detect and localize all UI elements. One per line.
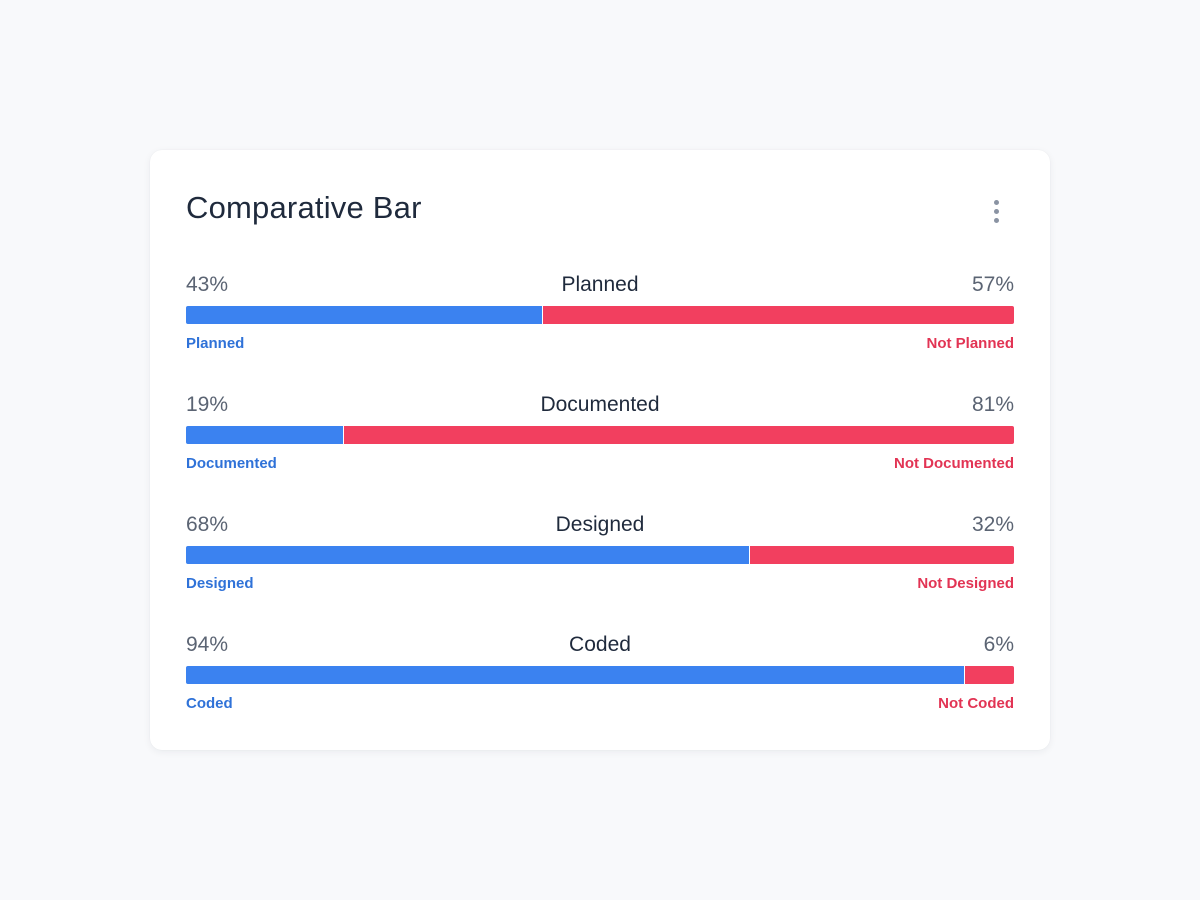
card-title: Comparative Bar xyxy=(186,190,422,225)
row-title: Documented xyxy=(540,393,660,416)
more-vertical-icon xyxy=(993,199,999,205)
more-options-button[interactable] xyxy=(982,194,1010,228)
comparative-bar xyxy=(186,426,1014,444)
negative-segment[interactable] xyxy=(343,426,1014,444)
row-title: Designed xyxy=(555,513,645,536)
negative-series-label: Not Planned xyxy=(926,335,1014,352)
negative-segment[interactable] xyxy=(542,306,1014,324)
positive-series-label: Documented xyxy=(186,455,277,472)
row-title: Planned xyxy=(561,273,639,296)
row-title: Coded xyxy=(569,633,631,656)
bar-row: 19% Documented 81% Documented Not Docume… xyxy=(186,390,1014,510)
negative-series-label: Not Designed xyxy=(917,575,1014,592)
comparative-bar-card: Comparative Bar 43% Planned 57% Planned … xyxy=(150,150,1050,750)
right-percent-label: 57% xyxy=(971,273,1014,296)
positive-segment[interactable] xyxy=(186,546,750,564)
positive-segment[interactable] xyxy=(186,306,543,324)
positive-segment[interactable] xyxy=(186,426,344,444)
comparative-bar-chart: 43% Planned 57% Planned Not Planned 19% … xyxy=(186,270,1014,750)
bar-row: 68% Designed 32% Designed Not Designed xyxy=(186,510,1014,630)
negative-series-label: Not Coded xyxy=(938,695,1014,712)
right-percent-label: 81% xyxy=(971,393,1014,416)
left-percent-label: 94% xyxy=(186,633,229,656)
left-percent-label: 68% xyxy=(186,513,229,536)
more-vertical-icon xyxy=(993,208,999,214)
right-percent-label: 32% xyxy=(971,513,1014,536)
positive-segment[interactable] xyxy=(186,666,965,684)
negative-segment[interactable] xyxy=(749,546,1014,564)
right-percent-label: 6% xyxy=(983,633,1014,656)
left-percent-label: 43% xyxy=(186,273,229,296)
more-vertical-icon xyxy=(993,217,999,223)
comparative-bar xyxy=(186,306,1014,324)
positive-series-label: Coded xyxy=(186,695,233,712)
bar-row: 94% Coded 6% Coded Not Coded xyxy=(186,630,1014,750)
negative-segment[interactable] xyxy=(964,666,1014,684)
negative-series-label: Not Documented xyxy=(894,455,1014,472)
positive-series-label: Designed xyxy=(186,575,254,592)
positive-series-label: Planned xyxy=(186,335,245,352)
comparative-bar xyxy=(186,546,1014,564)
left-percent-label: 19% xyxy=(186,393,229,416)
bar-row: 43% Planned 57% Planned Not Planned xyxy=(186,270,1014,390)
comparative-bar xyxy=(186,666,1014,684)
